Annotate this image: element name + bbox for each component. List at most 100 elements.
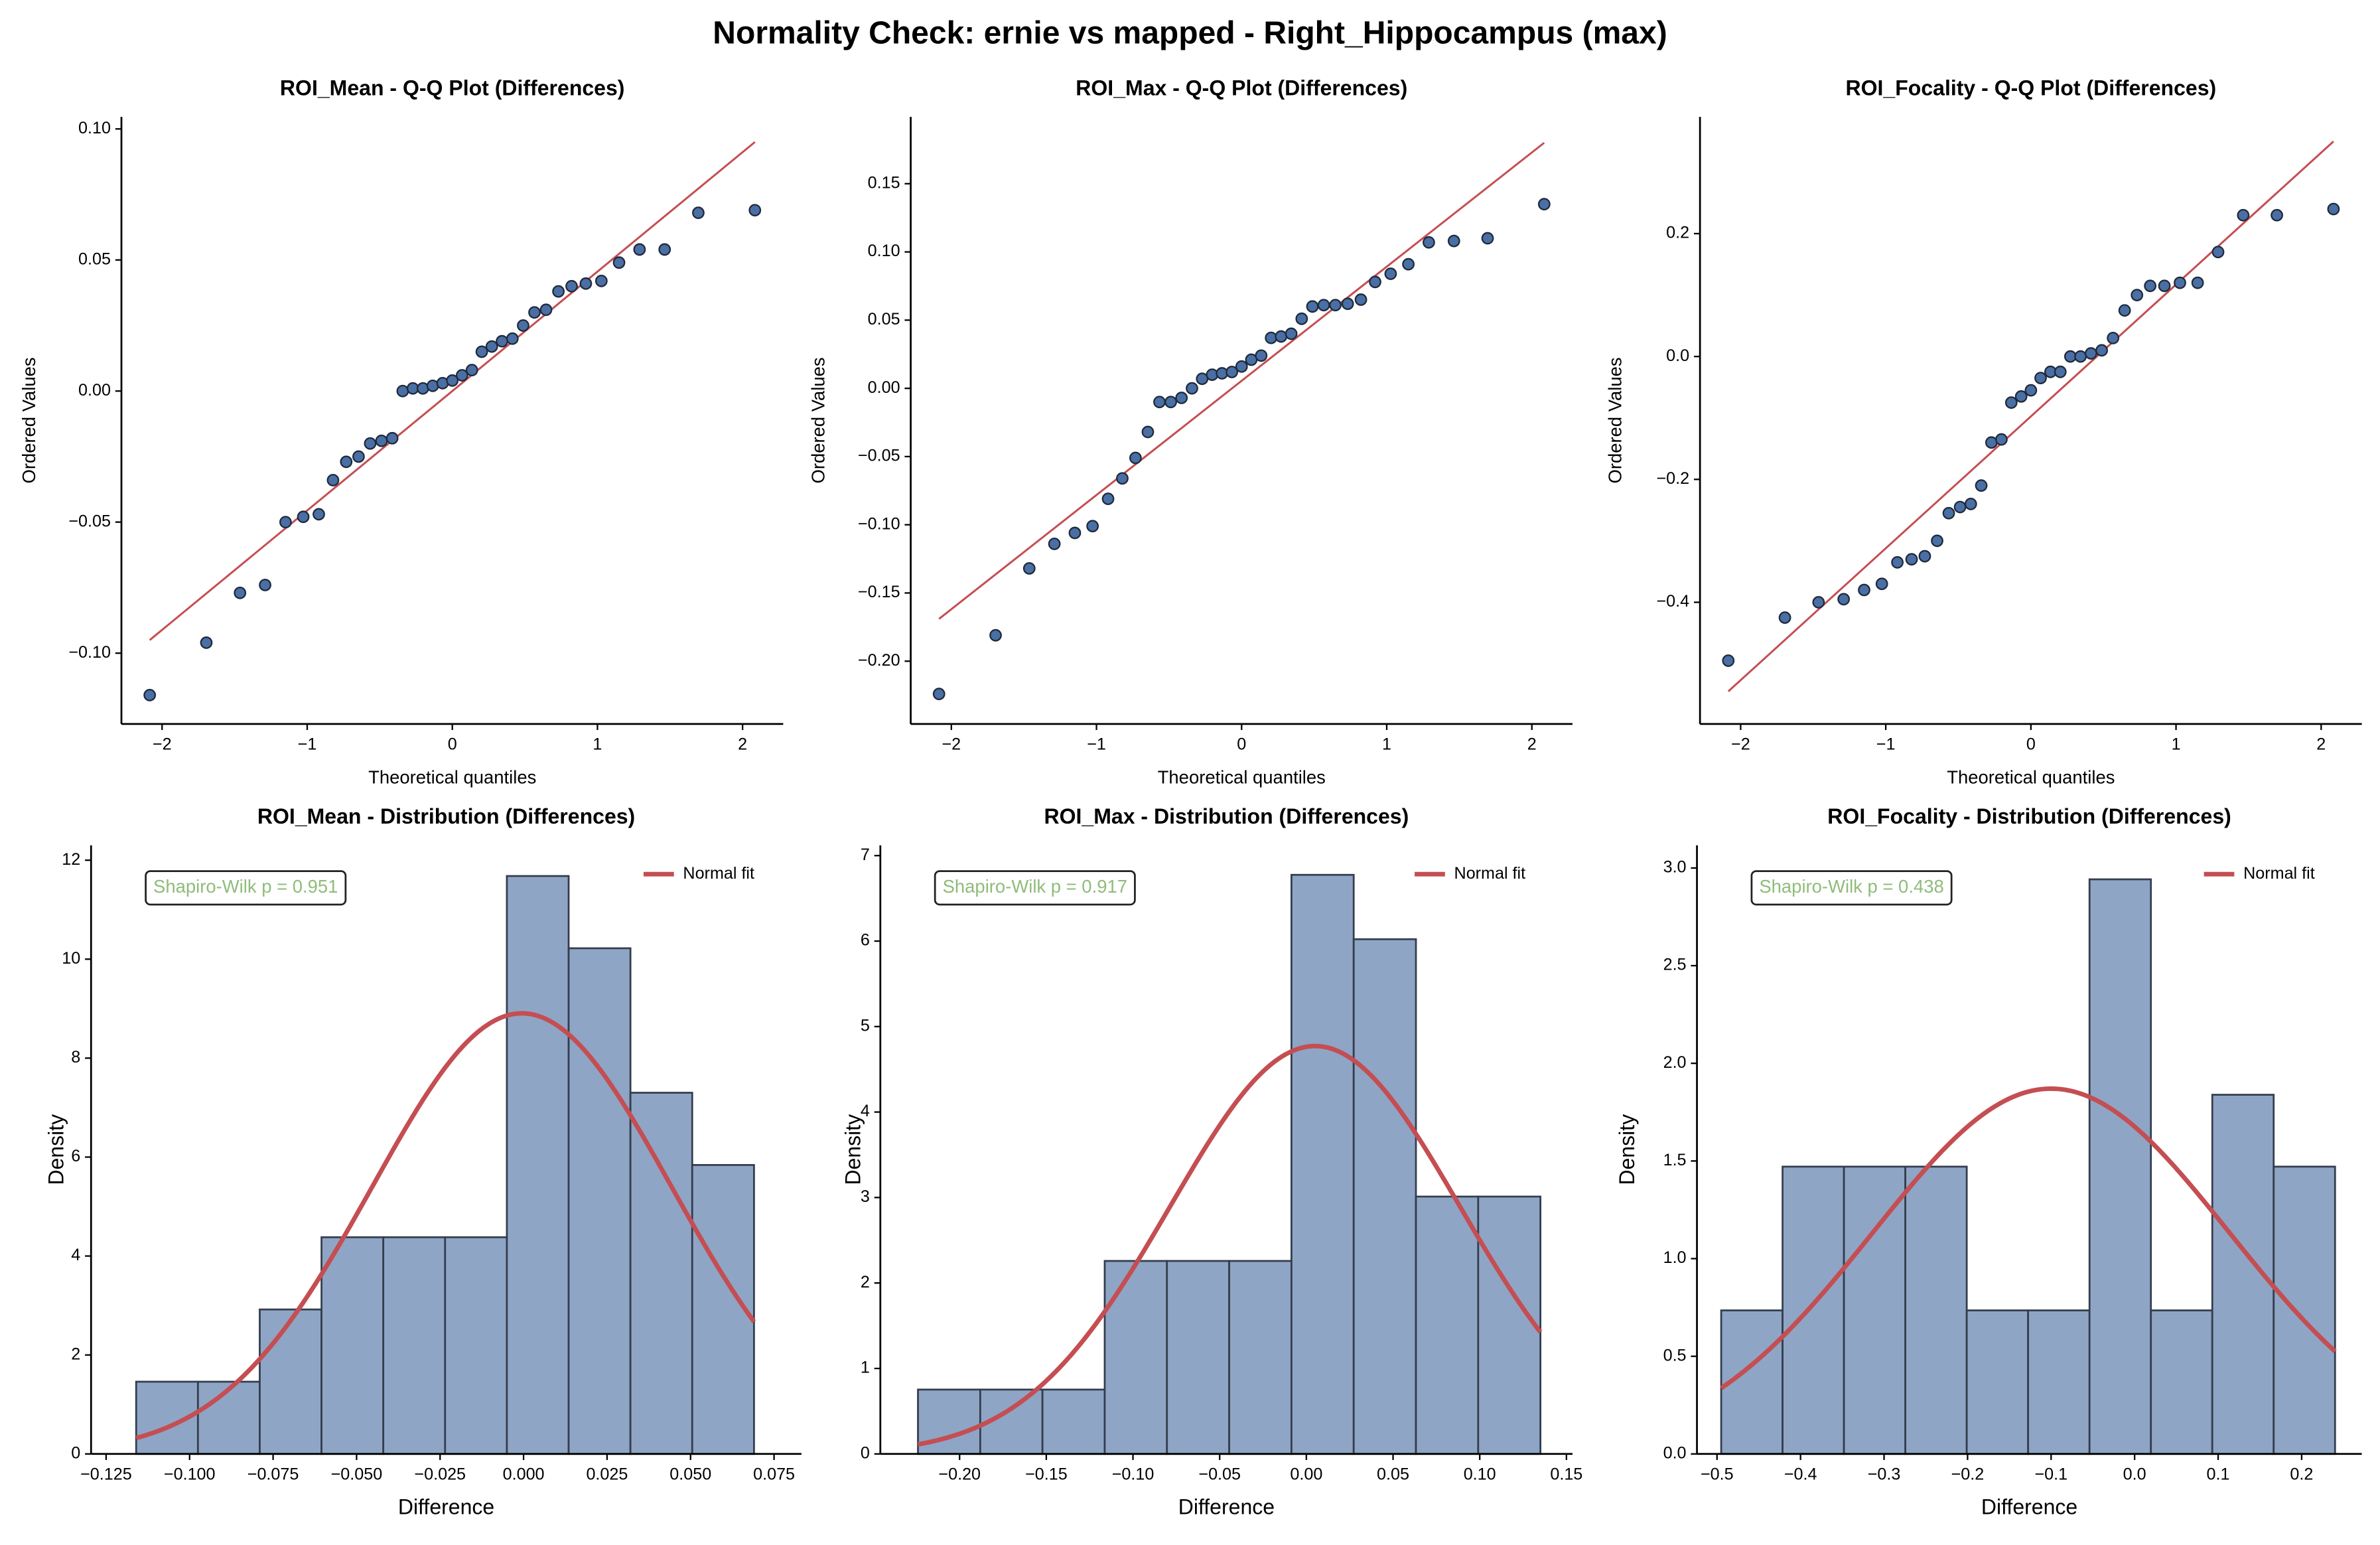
qq-point	[2158, 279, 2171, 293]
histogram-bar	[1166, 1260, 1230, 1455]
annotation: Shapiro-Wilk p = 0.917	[943, 876, 1127, 897]
qq-point	[2034, 372, 2047, 384]
qq-point	[259, 579, 271, 591]
qq-point	[352, 450, 365, 463]
qq-point	[279, 516, 292, 529]
qq-point	[1068, 526, 1082, 540]
x-tick-label: 0	[1237, 735, 1246, 753]
qq-point	[2211, 246, 2225, 259]
qq-point	[1905, 553, 1918, 566]
histogram-bar	[1415, 1195, 1480, 1455]
annotation-box	[1750, 870, 1953, 906]
qq-point	[2095, 344, 2108, 357]
y-tick-label: 1.5	[1663, 1151, 1687, 1169]
qq-point	[1778, 611, 1791, 625]
y-tick-label: 10	[62, 949, 80, 968]
x-tick-label: −0.05	[1198, 1465, 1241, 1483]
x-tick-label: −1	[1876, 735, 1896, 753]
qq-point	[2107, 332, 2120, 344]
histogram-bar	[2150, 1309, 2213, 1455]
histogram-bar	[1965, 1309, 2030, 1455]
axes-title: ROI_Mean - Q-Q Plot (Differences)	[280, 76, 625, 100]
qq-point	[1942, 506, 1955, 520]
annotation-box	[934, 870, 1136, 906]
y-axis-label: Ordered Values	[1605, 357, 1626, 483]
qq-point	[1164, 396, 1177, 409]
qq-point	[1329, 299, 1342, 312]
y-tick-label: 0.05	[78, 250, 111, 268]
histogram-bar	[1352, 938, 1417, 1455]
x-tick-label: 0.075	[753, 1465, 795, 1483]
qq-point	[2014, 390, 2028, 403]
histogram-bar	[444, 1236, 508, 1455]
x-tick-label: 0.2	[2290, 1465, 2313, 1483]
x-tick-label: −2	[942, 735, 961, 753]
x-tick-label: −0.10	[1112, 1465, 1155, 1483]
y-tick-label: 0.00	[868, 378, 900, 397]
x-tick-label: 0.1	[2207, 1465, 2230, 1483]
qq-point	[595, 274, 608, 287]
qq-point	[1995, 433, 2008, 446]
x-tick-label: −0.100	[164, 1465, 216, 1483]
y-tick-label: 3	[861, 1187, 870, 1206]
y-tick-label: 0.0	[1663, 1443, 1687, 1462]
qq-point	[2271, 208, 2283, 222]
qq-point	[1837, 593, 1851, 606]
qq-point	[2004, 396, 2018, 409]
qq-point	[1891, 555, 1904, 569]
qq-point	[1985, 436, 1998, 449]
x-axis-label: Difference	[1981, 1495, 2077, 1519]
qq-point	[2174, 276, 2186, 289]
y-tick-label: 0	[861, 1443, 870, 1462]
y-axis-label: Ordered Values	[808, 357, 829, 483]
qq-point	[465, 364, 478, 376]
y-tick-label: 2.0	[1663, 1053, 1687, 1072]
qq-point	[2085, 347, 2097, 360]
qq-point	[612, 256, 626, 269]
qq-point	[1402, 258, 1415, 271]
qq-point	[2024, 384, 2038, 397]
qq-point	[2054, 365, 2067, 378]
x-axis-label: Theoretical quantiles	[1947, 767, 2115, 787]
x-tick-label: 0.15	[1550, 1465, 1582, 1483]
qq-point	[1285, 327, 1298, 340]
qq-point	[552, 285, 565, 298]
qq-point	[1048, 538, 1061, 550]
x-tick-label: 2	[1527, 735, 1537, 753]
x-tick-label: −1	[298, 735, 317, 753]
qq-point	[506, 332, 519, 345]
x-tick-label: 1	[1382, 735, 1391, 753]
y-tick-label: 2	[71, 1345, 80, 1363]
histogram-bar	[1103, 1260, 1168, 1455]
qq-point	[2131, 289, 2144, 301]
qq-point	[375, 434, 388, 447]
y-tick-label: 4	[861, 1102, 870, 1120]
x-tick-label: −0.025	[414, 1465, 466, 1483]
qq-point	[143, 688, 157, 701]
histogram-bar	[2088, 878, 2152, 1455]
qq-point	[313, 508, 325, 521]
x-tick-label: −0.5	[1701, 1465, 1734, 1483]
qq-point	[1384, 267, 1397, 280]
y-tick-label: 0	[71, 1443, 80, 1462]
qq-point	[1141, 425, 1155, 439]
y-tick-label: 6	[71, 1147, 80, 1165]
annotation-box	[145, 870, 347, 906]
qq-point	[1722, 654, 1735, 667]
x-axis-label: Difference	[398, 1495, 494, 1519]
qq-point	[748, 204, 762, 217]
qq-point	[1086, 520, 1099, 533]
histogram-bar	[2273, 1165, 2336, 1455]
y-tick-label: −0.4	[1656, 592, 1689, 611]
x-tick-label: 0.000	[503, 1465, 545, 1483]
y-tick-label: −0.10	[68, 643, 111, 662]
qq-point	[2327, 202, 2340, 216]
qq-point	[1317, 299, 1330, 312]
qq-point	[1953, 500, 1967, 514]
x-axis-label: Difference	[1178, 1495, 1275, 1519]
qq-point	[446, 374, 459, 387]
x-tick-label: −1	[1087, 735, 1106, 753]
y-tick-label: −0.2	[1656, 469, 1689, 488]
x-tick-label: 0.10	[1464, 1465, 1496, 1483]
y-tick-label: 5	[861, 1016, 870, 1035]
